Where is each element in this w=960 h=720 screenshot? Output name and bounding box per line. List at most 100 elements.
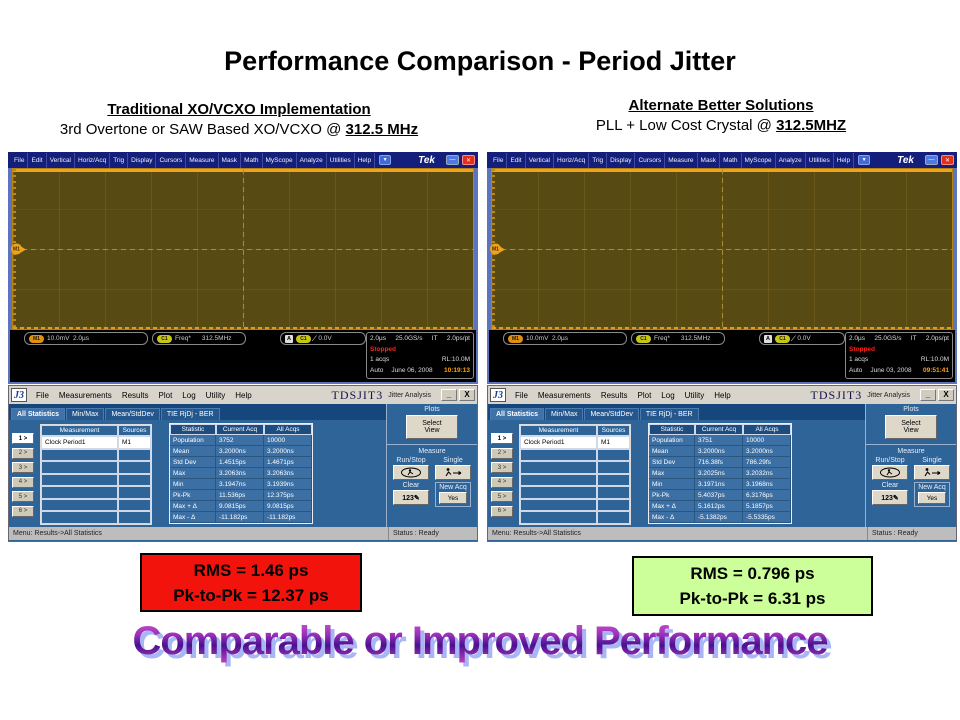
scope-menu-item[interactable]: Help <box>834 152 855 168</box>
measurement-slot-button[interactable]: 1 > <box>12 433 34 444</box>
select-view-button[interactable]: Select View <box>885 415 937 439</box>
scope-menu-item[interactable]: Cursors <box>635 152 666 168</box>
menu-dropdown-button[interactable]: ▼ <box>858 155 871 165</box>
measurement-row-empty[interactable] <box>520 473 630 486</box>
scope-menu-item[interactable]: Horiz/Acq <box>75 152 111 168</box>
vertical-readout[interactable]: M1 10.0mV 2.0µs <box>24 332 148 345</box>
scope-menu-item[interactable]: Edit <box>507 152 526 168</box>
measurement-row-empty[interactable] <box>41 473 151 486</box>
measurement-slot-button[interactable]: 4 > <box>491 476 513 488</box>
jit-menu-item[interactable]: Results <box>121 390 149 400</box>
clear-button[interactable]: 123✎ <box>393 490 429 505</box>
measurement-row-empty[interactable] <box>520 486 630 499</box>
measurement-row-empty[interactable] <box>520 448 630 461</box>
measurement-row-empty[interactable] <box>520 498 630 511</box>
jit-menu-item[interactable]: Log <box>661 390 675 400</box>
scope-menu-item[interactable]: Help <box>355 152 376 168</box>
jit-menu-item[interactable]: Log <box>182 390 196 400</box>
jit-tab[interactable]: All Statistics <box>11 408 66 420</box>
menu-dropdown-button[interactable]: ▼ <box>379 155 392 165</box>
scope-menu-item[interactable]: Vertical <box>47 152 76 168</box>
measurement-row-empty[interactable] <box>520 461 630 474</box>
jit-close-button[interactable]: X <box>938 389 954 401</box>
jit-tab[interactable]: Min/Max <box>66 408 105 420</box>
scope-menu-item[interactable]: Cursors <box>156 152 187 168</box>
scope-menu-item[interactable]: Mask <box>698 152 721 168</box>
measurement-row-empty[interactable] <box>41 511 151 524</box>
yes-button[interactable]: Yes <box>439 492 467 504</box>
measurement-slot-button[interactable]: 1 > <box>491 433 513 444</box>
jit-tab[interactable]: TIE RjDj - BER <box>160 408 220 420</box>
jit-menu-item[interactable]: Results <box>600 390 628 400</box>
scope-menu-item[interactable]: Mask <box>219 152 242 168</box>
jit-menu-item[interactable]: Measurements <box>58 390 112 400</box>
jit-menu-item[interactable]: Plot <box>637 390 652 400</box>
measurement-slot-button[interactable]: 6 > <box>491 505 513 517</box>
select-view-button[interactable]: Select View <box>406 415 458 439</box>
close-icon[interactable]: ✕ <box>941 155 954 165</box>
measurement-slot-button[interactable]: 4 > <box>12 476 34 488</box>
channel-reference-marker[interactable]: M1 <box>490 243 505 255</box>
vertical-readout[interactable]: M1 10.0mV 2.0µs <box>503 332 627 345</box>
jit-menu-item[interactable]: File <box>36 390 49 400</box>
measurement-row-empty[interactable] <box>41 486 151 499</box>
jit-menu-item[interactable]: Utility <box>684 390 705 400</box>
jit-tab[interactable]: Mean/StdDev <box>584 408 639 420</box>
scope-menu-item[interactable]: Vertical <box>526 152 555 168</box>
measurement-row[interactable]: Clock Period1 M1 <box>520 436 630 449</box>
jit-close-button[interactable]: X <box>459 389 475 401</box>
scope-menu-item[interactable]: Utilities <box>327 152 355 168</box>
jit-menu-item[interactable]: Plot <box>158 390 173 400</box>
measurement-row[interactable]: Clock Period1 M1 <box>41 436 151 449</box>
jit-menu-item[interactable]: Measurements <box>537 390 591 400</box>
run-stop-button[interactable] <box>872 465 908 480</box>
scope-menu-item[interactable]: MyScope <box>263 152 297 168</box>
scope-menu-item[interactable]: Analyze <box>297 152 327 168</box>
measurement-slot-button[interactable]: 6 > <box>12 505 34 517</box>
measurement-slot-button[interactable]: 5 > <box>491 491 513 502</box>
jit-menu-item[interactable]: Help <box>235 390 252 400</box>
scope-menu-item[interactable]: Math <box>241 152 263 168</box>
measurement-slot-button[interactable]: 2 > <box>491 447 513 459</box>
clear-button[interactable]: 123✎ <box>872 490 908 505</box>
measurement-slot-button[interactable]: 2 > <box>12 447 34 459</box>
scope-menu-item[interactable]: Horiz/Acq <box>554 152 590 168</box>
trigger-readout[interactable]: A C1 ∕ 0.0V <box>759 332 845 345</box>
close-icon[interactable]: ✕ <box>462 155 475 165</box>
scope-menu-item[interactable]: Trig <box>589 152 608 168</box>
jit-tab[interactable]: TIE RjDj - BER <box>639 408 699 420</box>
scope-menu-item[interactable]: Measure <box>665 152 698 168</box>
frequency-readout[interactable]: C1 Freq* 312.5MHz <box>152 332 246 345</box>
measurement-row-empty[interactable] <box>41 461 151 474</box>
minimize-button[interactable]: — <box>446 155 459 165</box>
measurement-row-empty[interactable] <box>41 448 151 461</box>
jit-menu-item[interactable]: Utility <box>205 390 226 400</box>
measurement-slot-button[interactable]: 5 > <box>12 491 34 502</box>
scope-menu-item[interactable]: Analyze <box>776 152 806 168</box>
measurement-row-empty[interactable] <box>520 511 630 524</box>
minimize-button[interactable]: — <box>925 155 938 165</box>
run-stop-button[interactable] <box>393 465 429 480</box>
jit-tab[interactable]: All Statistics <box>490 408 545 420</box>
scope-menu-item[interactable]: MyScope <box>742 152 776 168</box>
scope-menu-item[interactable]: File <box>490 152 508 168</box>
scope-menu-item[interactable]: Measure <box>186 152 219 168</box>
scope-menu-item[interactable]: Display <box>128 152 157 168</box>
measurement-slot-button[interactable]: 3 > <box>12 462 34 473</box>
frequency-readout[interactable]: C1 Freq* 312.5MHz <box>631 332 725 345</box>
yes-button[interactable]: Yes <box>918 492 946 504</box>
trigger-readout[interactable]: A C1 ∕ 0.0V <box>280 332 366 345</box>
scope-menu-item[interactable]: Edit <box>28 152 47 168</box>
measurement-row-empty[interactable] <box>41 498 151 511</box>
jit-minimize-button[interactable]: _ <box>441 389 457 401</box>
measurement-slot-button[interactable]: 3 > <box>491 462 513 473</box>
scope-menu-item[interactable]: Trig <box>110 152 129 168</box>
channel-reference-marker[interactable]: M1 <box>11 243 26 255</box>
jit-menu-item[interactable]: File <box>515 390 528 400</box>
scope-menu-item[interactable]: Display <box>607 152 636 168</box>
jit-tab[interactable]: Min/Max <box>545 408 584 420</box>
single-button[interactable] <box>435 465 471 480</box>
jit-minimize-button[interactable]: _ <box>920 389 936 401</box>
single-button[interactable] <box>914 465 950 480</box>
scope-menu-item[interactable]: File <box>11 152 29 168</box>
